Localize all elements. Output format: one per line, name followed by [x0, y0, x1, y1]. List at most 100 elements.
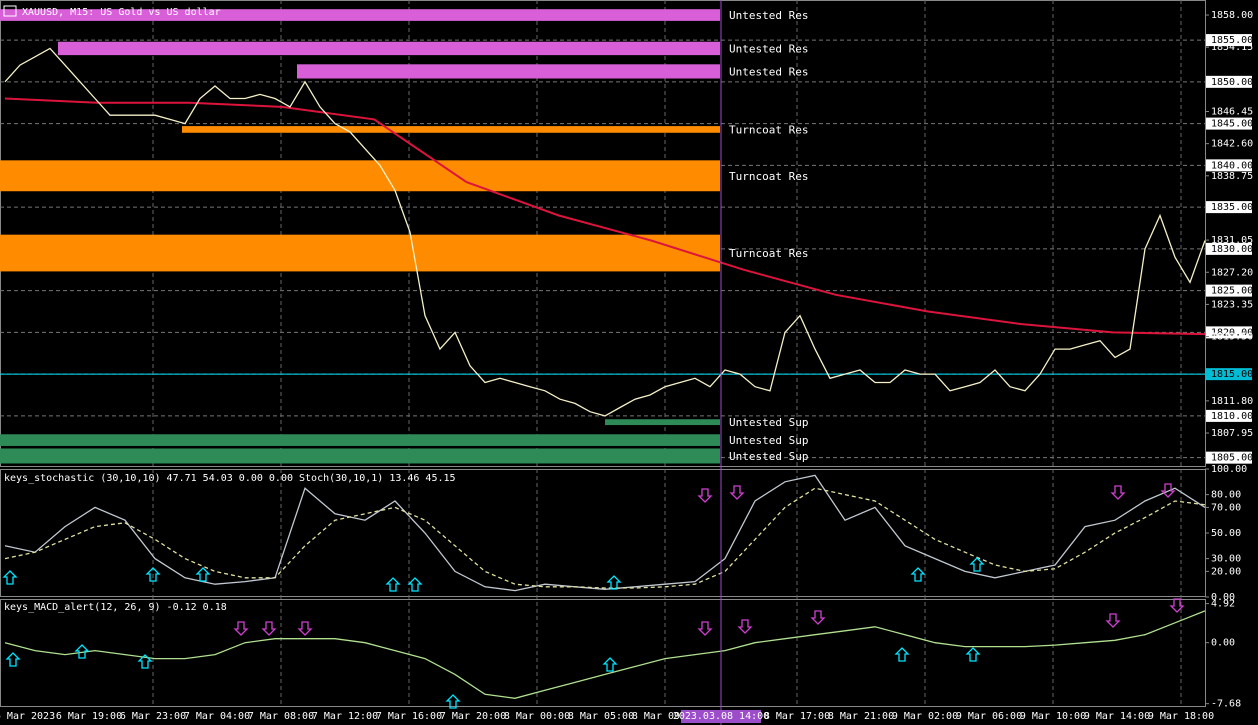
signal-arrow	[445, 694, 461, 709]
zone	[297, 64, 720, 79]
signal-arrow	[737, 619, 753, 634]
x-tick-label: 9 Mar 14:00	[1084, 711, 1150, 722]
zone-label: Turncoat Res	[729, 170, 808, 183]
signal-arrow	[894, 647, 910, 662]
x-tick-label: 9 Mar 02:00	[892, 711, 958, 722]
zone-label: Untested Res	[729, 9, 808, 22]
signal-arrow	[606, 575, 622, 590]
chart-icon	[3, 5, 17, 17]
zone-label: Untested Res	[729, 42, 808, 55]
signal-arrow	[810, 610, 826, 625]
y-tick-label: 1807.95	[1211, 428, 1253, 439]
signal-arrow	[697, 621, 713, 636]
x-tick-label: 9 Mar 06:00	[956, 711, 1022, 722]
x-tick-label: 8 Mar 09:00	[632, 711, 698, 722]
price-box	[1206, 284, 1252, 297]
signal-arrow	[233, 621, 249, 636]
y-tick-label: 1840.00	[1211, 160, 1253, 171]
y-tick-label: 1831.05	[1211, 235, 1253, 246]
x-tick-label: 6 Mar 19:00	[56, 711, 122, 722]
signal-arrow	[697, 488, 713, 503]
zone	[0, 9, 720, 21]
zone	[182, 126, 720, 133]
zone	[0, 448, 720, 464]
x-tick-label: 7 Mar 16:00	[376, 711, 442, 722]
zone-label: Untested Sup	[729, 416, 808, 429]
price-box	[1206, 34, 1252, 47]
signal-arrow	[5, 652, 21, 667]
y-tick-label: 4.92	[1211, 599, 1235, 610]
moving-average	[4, 97, 1206, 336]
main-frame	[0, 0, 1206, 467]
zone	[0, 234, 720, 272]
y-tick-label: 1819.50	[1211, 332, 1253, 343]
macd-frame	[0, 599, 1206, 707]
x-tick-label: 8 Mar 05:00	[568, 711, 634, 722]
price-line	[4, 47, 1206, 417]
y-tick-label: 1838.75	[1211, 171, 1253, 182]
signal-arrow	[1110, 485, 1126, 500]
signal-arrow	[385, 577, 401, 592]
price-box	[1206, 201, 1252, 214]
price-box	[1206, 159, 1252, 172]
y-tick-label: 1845.00	[1211, 119, 1253, 130]
y-tick-label: 1854.15	[1211, 42, 1253, 53]
zone-label: Turncoat Res	[729, 123, 808, 136]
price-box	[1206, 451, 1252, 464]
zone-label: Untested Sup	[729, 450, 808, 463]
y-tick-label: 1815.00	[1211, 369, 1253, 380]
x-tick-label: 7 Mar 12:00	[312, 711, 378, 722]
zone-label: Untested Res	[729, 65, 808, 78]
zone	[0, 434, 720, 446]
zones: Untested Res Untested Res Untested Res Turn…	[0, 9, 808, 464]
y-tick-label: 1820.00	[1211, 327, 1253, 338]
signal-arrow	[137, 654, 153, 669]
macd-line	[4, 610, 1206, 699]
signal-arrow	[969, 557, 985, 572]
y-tick-label: 1823.35	[1211, 299, 1253, 310]
y-tick-label: 1846.45	[1211, 106, 1253, 117]
zone-label: Untested Sup	[729, 434, 808, 447]
y-tick-label: 1850.00	[1211, 77, 1253, 88]
price-box	[1206, 75, 1252, 88]
signal-arrow	[1169, 598, 1185, 613]
price-box	[1206, 368, 1252, 381]
price-box	[1206, 409, 1252, 422]
price-box	[1206, 326, 1252, 339]
x-tick-label: 9 Mar 18:00	[1148, 711, 1214, 722]
price-box	[1206, 117, 1252, 130]
signal-arrow	[407, 577, 423, 592]
signal-arrow	[297, 621, 313, 636]
y-tick-label: 20.00	[1211, 566, 1241, 577]
y-tick-label: 1827.20	[1211, 267, 1253, 278]
x-tick-label: 8 Mar 00:00	[504, 711, 570, 722]
macd-label: keys_MACD_alert(12, 26, 9) -0.12 0.18	[4, 602, 227, 613]
y-tick-label: 1855.00	[1211, 35, 1253, 46]
signal-arrow	[145, 567, 161, 582]
zone-label: Turncoat Res	[729, 247, 808, 260]
x-tick-label: 8 Mar 21:00	[828, 711, 894, 722]
y-tick-label: 100.00	[1211, 464, 1247, 475]
y-tick-label: 1825.00	[1211, 286, 1253, 297]
signal-arrow	[74, 644, 90, 659]
grid	[0, 0, 1205, 707]
stoch-label: keys_stochastic (30,10,10) 47.71 54.03 0…	[4, 473, 456, 484]
series	[0, 47, 1206, 709]
signal-arrow	[910, 567, 926, 582]
signal-arrow	[1105, 613, 1121, 628]
y-tick-label: 30.00	[1211, 554, 1241, 565]
signal-arrow	[965, 647, 981, 662]
y-tick-label: -7.68	[1211, 699, 1241, 710]
chart-title: XAUUSD, M15: US Gold vs US dollar	[22, 7, 221, 18]
x-tick-label: 7 Mar 08:00	[248, 711, 314, 722]
zone	[605, 419, 720, 426]
stoch-signal	[4, 487, 1206, 589]
x-tick-label: 7 Mar 20:00	[440, 711, 506, 722]
zone	[58, 41, 720, 56]
signal-arrow	[729, 485, 745, 500]
y-tick-label: 70.00	[1211, 502, 1241, 513]
signal-arrow	[195, 567, 211, 582]
